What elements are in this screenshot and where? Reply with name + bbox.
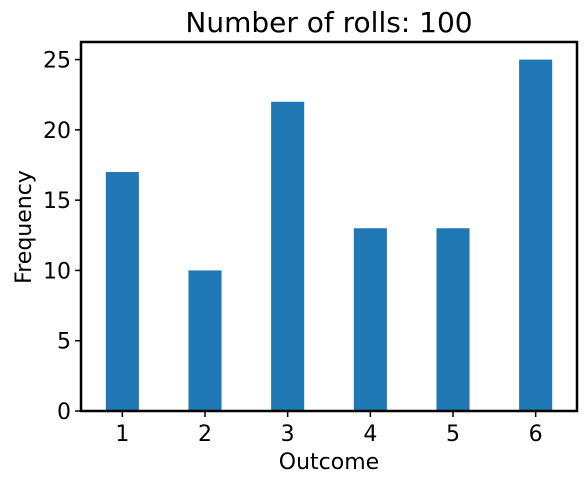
bar-1: [105, 172, 139, 411]
y-axis-ticks: 0 5 10 15 20 25: [43, 49, 81, 425]
plot-frame: [79, 40, 579, 413]
y-tick-label: 20: [43, 119, 71, 144]
x-tick-label: 2: [198, 422, 212, 447]
bar-5: [436, 228, 470, 411]
x-tick-label: 6: [529, 422, 543, 447]
x-axis-label: Outcome: [279, 450, 379, 475]
x-tick-label: 5: [446, 422, 460, 447]
y-tick-label: 10: [43, 259, 71, 284]
y-tick-label: 5: [57, 330, 71, 355]
x-tick-label: 3: [281, 422, 295, 447]
bar-6: [519, 59, 553, 411]
y-tick-label: 25: [43, 49, 71, 74]
x-tick-label: 1: [115, 422, 129, 447]
bars-group: [105, 59, 553, 411]
bar-3: [271, 101, 305, 411]
x-axis-ticks: 1 2 3 4 5 6: [115, 411, 543, 447]
chart-title: Number of rolls: 100: [185, 6, 472, 39]
y-axis-label: Frequency: [12, 170, 37, 284]
bar-2: [188, 270, 222, 411]
y-tick-label: 0: [57, 400, 71, 425]
y-tick-label: 15: [43, 189, 71, 214]
x-tick-label: 4: [363, 422, 377, 447]
bar-4: [353, 228, 387, 411]
